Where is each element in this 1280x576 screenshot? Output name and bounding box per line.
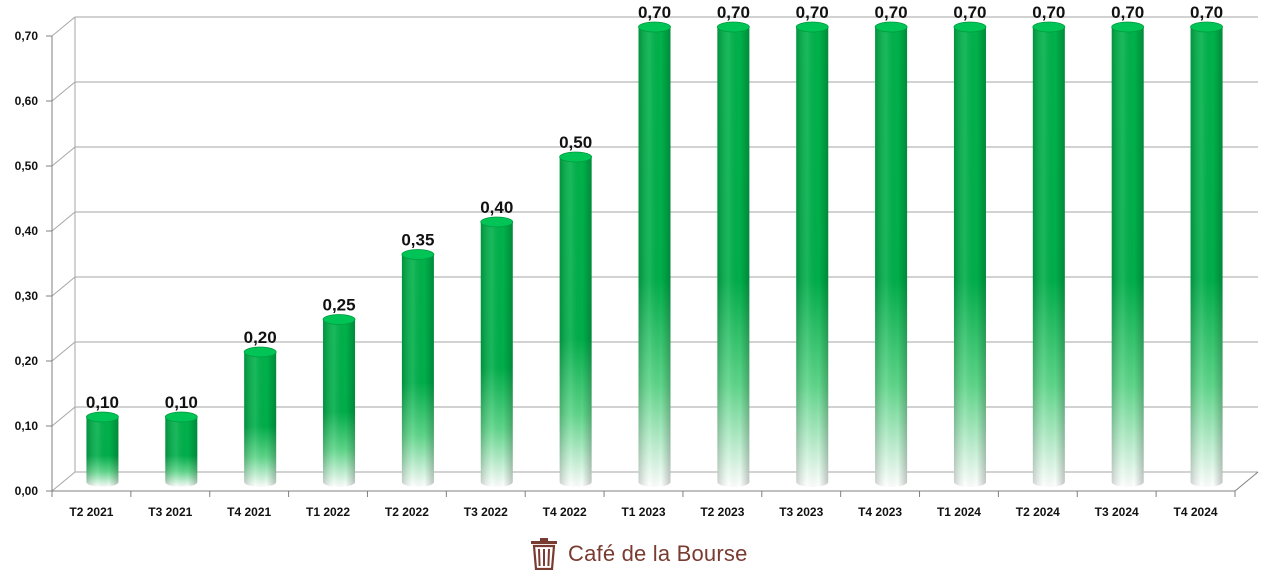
data-label: 0,70	[796, 3, 829, 22]
data-label: 0,70	[638, 3, 671, 22]
bar-top-cap	[164, 411, 198, 423]
bars	[86, 21, 1223, 487]
bar	[164, 411, 198, 487]
bar-shading	[1190, 27, 1223, 487]
bar-top-cap	[480, 216, 514, 228]
data-label: 0,40	[480, 198, 513, 217]
trash-can-icon	[531, 538, 557, 570]
brand-text: Café de la Bourse	[568, 541, 748, 566]
bar-shading	[1111, 27, 1144, 487]
bar	[795, 21, 829, 487]
x-tick-label: T3 2024	[1095, 505, 1139, 519]
gridline-diagonal	[51, 146, 76, 167]
gridline-diagonal	[51, 471, 76, 492]
bar-top-cap	[322, 314, 356, 325]
bar-shading	[244, 352, 277, 487]
y-tick-label: 0,60	[15, 94, 39, 108]
bar	[86, 411, 119, 487]
x-tick-label: T4 2022	[543, 505, 587, 519]
bar-shading	[638, 27, 671, 487]
bar	[401, 249, 435, 487]
data-label: 0,70	[717, 3, 750, 22]
bar-top-cap	[874, 21, 908, 33]
bar	[480, 216, 514, 487]
x-tick-label: T1 2023	[621, 505, 665, 519]
data-label: 0,20	[244, 328, 277, 347]
bar	[1032, 21, 1066, 487]
bar	[322, 314, 356, 487]
x-tick-label: T4 2024	[1174, 505, 1218, 519]
bar-top-cap	[86, 411, 119, 423]
x-tick-label: T3 2022	[464, 505, 508, 519]
y-tick-label: 0,10	[15, 419, 39, 433]
bar-top-cap	[638, 21, 671, 33]
data-label: 0,70	[1111, 3, 1144, 22]
bar-shading	[165, 417, 198, 487]
bar-shading	[480, 222, 513, 487]
bar-top-cap	[1032, 21, 1066, 33]
brand-logo: Café de la Bourse	[526, 536, 748, 572]
y-tick-label: 0,20	[15, 354, 39, 368]
gridline-diagonal	[51, 341, 76, 362]
bar	[638, 21, 671, 487]
bar-shading	[1032, 27, 1065, 487]
data-label: 0,70	[953, 3, 986, 22]
data-label: 0,70	[1190, 3, 1223, 22]
bar-shading	[717, 27, 750, 487]
bar	[243, 346, 277, 487]
bar-top-cap	[795, 21, 829, 33]
bar-top-cap	[243, 346, 277, 358]
x-tick-label: T2 2024	[1016, 505, 1060, 519]
y-tick-label: 0,30	[15, 289, 39, 303]
y-tick-label: 0,50	[15, 159, 39, 173]
x-tick-label: T4 2023	[858, 505, 902, 519]
gridline-diagonal	[51, 81, 76, 102]
bar-shading	[953, 27, 986, 487]
x-tick-label: T2 2021	[69, 505, 113, 519]
floor-right-edge	[1234, 471, 1259, 492]
bar-top-cap	[716, 21, 750, 33]
bar-shading	[875, 27, 908, 487]
bar-top-cap	[1190, 21, 1223, 33]
x-tick-label: T3 2023	[779, 505, 823, 519]
y-tick-label: 0,00	[15, 484, 39, 498]
x-tick-label: T2 2022	[385, 505, 429, 519]
gridline-diagonal	[51, 16, 76, 37]
bar	[716, 21, 750, 487]
bar-shading	[86, 417, 119, 487]
bar-top-cap	[559, 151, 593, 163]
y-tick-label: 0,40	[15, 224, 39, 238]
bar-top-cap	[401, 249, 435, 260]
data-label: 0,50	[559, 133, 592, 152]
bar-shading	[559, 157, 592, 487]
bar-shading	[323, 319, 356, 487]
bar	[1190, 21, 1223, 487]
bar	[1111, 21, 1145, 487]
bar-shading	[401, 254, 434, 487]
bar	[874, 21, 908, 487]
bar-shading	[796, 27, 829, 487]
data-label: 0,10	[165, 393, 198, 412]
data-label: 0,35	[401, 231, 434, 250]
x-tick-label: T2 2023	[700, 505, 744, 519]
bar-top-cap	[1111, 21, 1145, 33]
x-tick-label: T1 2022	[306, 505, 350, 519]
gridline-diagonal	[51, 276, 76, 297]
data-label: 0,70	[1032, 3, 1065, 22]
y-tick-label: 0,70	[15, 29, 39, 43]
x-tick-label: T1 2024	[937, 505, 981, 519]
bar-chart: 0,00 0,10 0,20 0,30 0,40 0,50 0,60 0,70 T2 2021 T…	[15, 3, 1259, 519]
x-tick-label: T3 2021	[148, 505, 192, 519]
x-tick-label: T4 2021	[227, 505, 271, 519]
data-labels: 0,10 0,10 0,20 0,25 0,35 0,40 0,50 0,70 0,70 0,70…	[86, 3, 1223, 412]
data-label: 0,25	[322, 296, 355, 315]
gridline-diagonal	[51, 406, 76, 427]
data-label: 0,10	[86, 393, 119, 412]
gridline-diagonal	[51, 211, 76, 232]
bar	[953, 21, 987, 487]
data-label: 0,70	[875, 3, 908, 22]
bar	[559, 151, 593, 487]
axes: 0,00 0,10 0,20 0,30 0,40 0,50 0,60 0,70 T2 2021 T…	[15, 17, 1259, 519]
bar-top-cap	[953, 21, 987, 33]
